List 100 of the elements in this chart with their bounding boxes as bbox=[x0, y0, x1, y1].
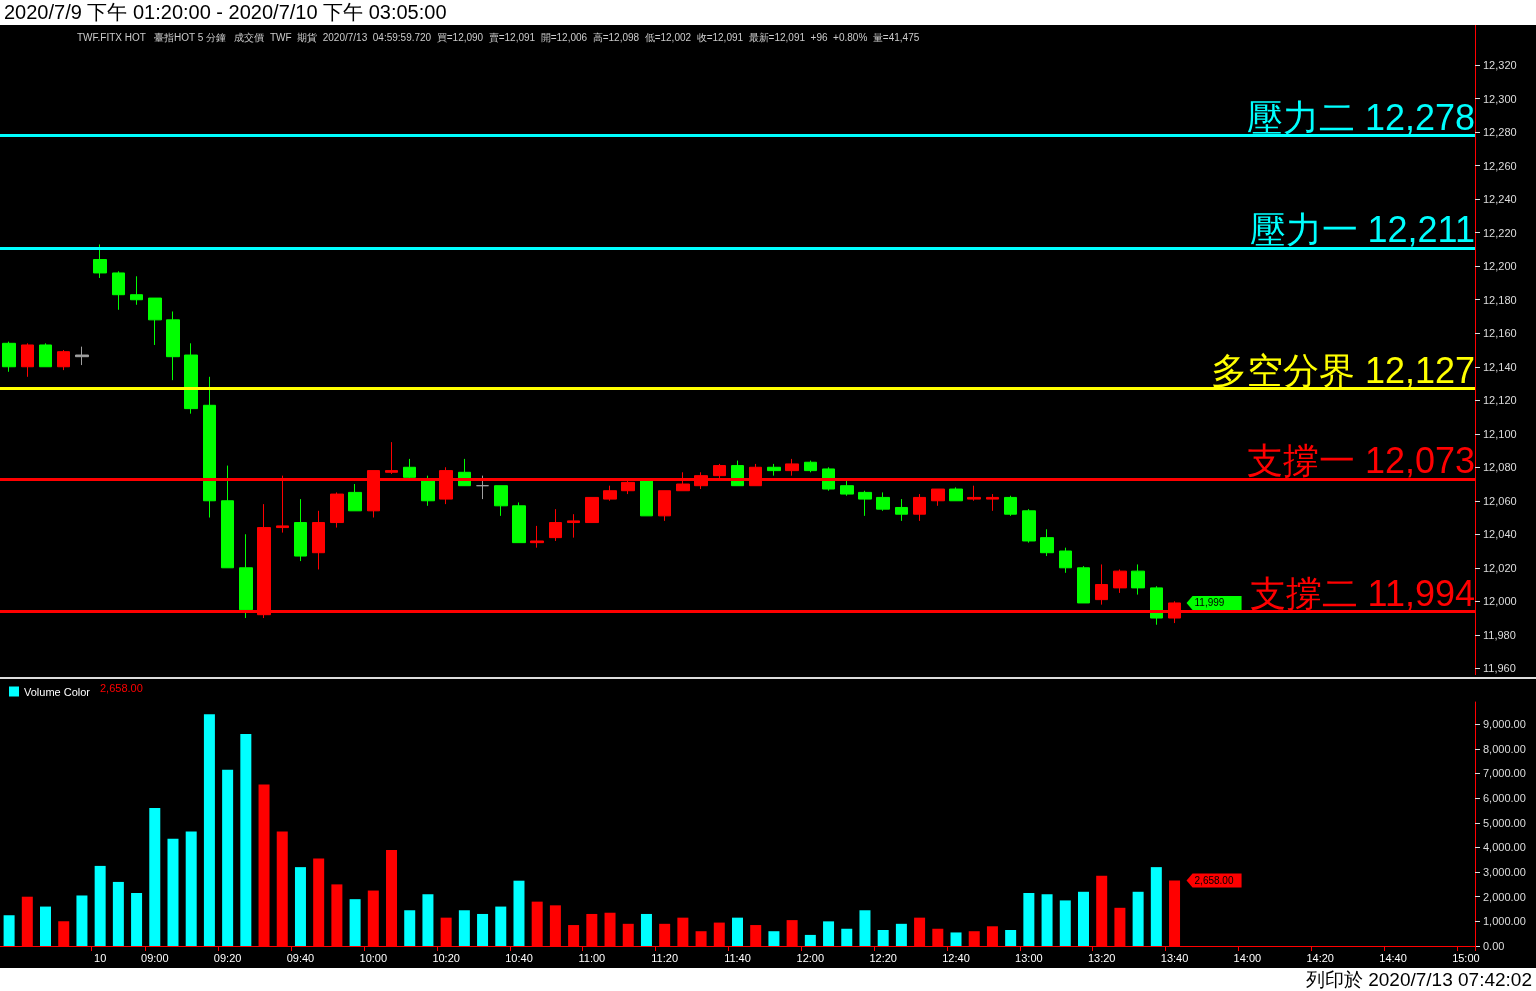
bar bbox=[495, 906, 507, 946]
y-tick-label: 12,060 bbox=[1483, 494, 1517, 507]
candlestick bbox=[1131, 563, 1145, 596]
bar bbox=[823, 921, 835, 946]
y-tick-label: 12,040 bbox=[1483, 528, 1517, 541]
x-tick-label: 11:00 bbox=[578, 951, 606, 964]
x-tick-label: 10:40 bbox=[505, 951, 533, 964]
bar bbox=[222, 769, 234, 946]
candlestick bbox=[494, 485, 508, 517]
x-tick-label: 12:20 bbox=[869, 951, 897, 964]
bar bbox=[477, 913, 489, 946]
bar bbox=[513, 880, 525, 946]
bar bbox=[1005, 929, 1017, 946]
bar bbox=[841, 928, 853, 946]
candlestick bbox=[585, 496, 599, 524]
bar bbox=[458, 910, 470, 946]
y-tick-label: 12,320 bbox=[1483, 59, 1517, 72]
y-tick-label: 12,140 bbox=[1483, 360, 1517, 373]
bar bbox=[40, 906, 52, 946]
y-tick-label: 12,120 bbox=[1483, 394, 1517, 407]
x-tick-label: 09:20 bbox=[213, 951, 242, 964]
bar bbox=[1023, 893, 1035, 946]
text: 列印於 2020/7/13 07:42:02 bbox=[0, 968, 1536, 991]
y-tick-label: 12,180 bbox=[1483, 293, 1517, 306]
x-tick-label: 10 bbox=[94, 951, 107, 964]
bar bbox=[112, 881, 124, 946]
bar bbox=[1041, 894, 1053, 946]
bar bbox=[640, 913, 652, 946]
candlestick bbox=[1040, 528, 1054, 557]
candlestick bbox=[203, 376, 216, 519]
candlestick bbox=[239, 533, 253, 619]
bar bbox=[1077, 891, 1089, 946]
candlestick bbox=[1113, 568, 1127, 594]
y-tick-label: 12,160 bbox=[1483, 327, 1517, 340]
candlestick bbox=[858, 490, 872, 517]
candlestick bbox=[967, 485, 981, 502]
y-tick-label: 1,000.00 bbox=[1483, 915, 1526, 928]
text: TWF.FITX HOT 臺指HOT 5 分鐘 成交價 TWF 期貨 2020/7/13 04:59:59.720 買=12,090 賣=12,091 開=12,006 高=12,098 低=12,002 收=12,091 最新=12,091 +96 +0.80% 量=41,475 bbox=[77, 31, 920, 43]
candlestick bbox=[767, 463, 781, 477]
candlestick bbox=[385, 441, 398, 475]
y-tick-label: 12,220 bbox=[1483, 226, 1517, 239]
x-tick-label: 12:00 bbox=[796, 951, 825, 964]
candlestick bbox=[512, 501, 526, 544]
y-tick-label: 12,260 bbox=[1483, 159, 1517, 172]
candlestick bbox=[112, 270, 125, 311]
bar bbox=[877, 929, 889, 946]
candlestick bbox=[1004, 495, 1017, 517]
x-tick-label: 14:00 bbox=[1233, 951, 1262, 964]
candlestick bbox=[1077, 565, 1090, 604]
candlestick bbox=[184, 342, 198, 415]
y-tick-label: 0.00 bbox=[1483, 940, 1505, 952]
y-tick-label: 12,280 bbox=[1483, 126, 1517, 139]
candlestick bbox=[1022, 508, 1036, 544]
x-tick-label: 09:40 bbox=[286, 951, 315, 964]
x-tick-label: 11:40 bbox=[724, 951, 751, 964]
text: 2,658.00 bbox=[100, 681, 143, 694]
x-tick-label: 13:20 bbox=[1087, 951, 1116, 964]
annotation: 11,999 bbox=[1194, 597, 1225, 609]
bar bbox=[185, 831, 197, 946]
bar bbox=[76, 895, 88, 946]
candlestick bbox=[658, 490, 671, 522]
bar bbox=[804, 934, 816, 946]
y-tick-label: 12,020 bbox=[1483, 561, 1517, 574]
candlestick bbox=[949, 486, 963, 502]
candlestick bbox=[39, 342, 52, 368]
bar bbox=[131, 893, 143, 946]
y-tick-label: 6,000.00 bbox=[1483, 792, 1526, 805]
candlestick bbox=[130, 275, 143, 306]
x-tick-label: 15:00 bbox=[1452, 951, 1480, 964]
candlestick bbox=[1095, 563, 1108, 606]
candlestick bbox=[312, 510, 325, 570]
bar bbox=[1132, 891, 1144, 946]
candlestick bbox=[166, 310, 180, 381]
x-tick-label: 10:20 bbox=[432, 951, 460, 964]
candlestick bbox=[549, 508, 562, 542]
ref-line-label: 支撐一 12,073 bbox=[1246, 440, 1475, 482]
candlestick bbox=[93, 243, 107, 279]
candlestick bbox=[804, 460, 817, 473]
x-tick-label: 11:20 bbox=[651, 951, 679, 964]
y-tick-label: 2,000.00 bbox=[1483, 890, 1526, 903]
annotation: 2,658.00 bbox=[1194, 874, 1234, 886]
y-tick-label: 12,080 bbox=[1483, 461, 1517, 474]
candlestick bbox=[530, 525, 544, 549]
y-tick-label: 4,000.00 bbox=[1483, 841, 1526, 854]
ref-line-label: 多空分界 12,127 bbox=[1210, 350, 1475, 392]
ref-line-label: 壓力二 12,278 bbox=[1246, 97, 1475, 139]
candlestick bbox=[75, 346, 89, 366]
bar bbox=[294, 867, 306, 946]
ref-line-label: 支撐二 11,994 bbox=[1249, 572, 1475, 614]
bar bbox=[94, 865, 106, 946]
chart-title: 2020/7/9 下午 01:20:00 - 2020/7/10 下午 03:05:00 bbox=[0, 0, 1536, 25]
bar bbox=[240, 734, 252, 946]
candlestick bbox=[403, 458, 416, 480]
x-tick-label: 13:00 bbox=[1015, 951, 1043, 964]
y-tick-label: 12,000 bbox=[1483, 595, 1517, 608]
bar bbox=[732, 917, 743, 946]
candlestick bbox=[476, 475, 489, 500]
bar bbox=[167, 838, 179, 946]
bar bbox=[422, 894, 434, 946]
legend-label: Volume Color bbox=[24, 685, 91, 698]
